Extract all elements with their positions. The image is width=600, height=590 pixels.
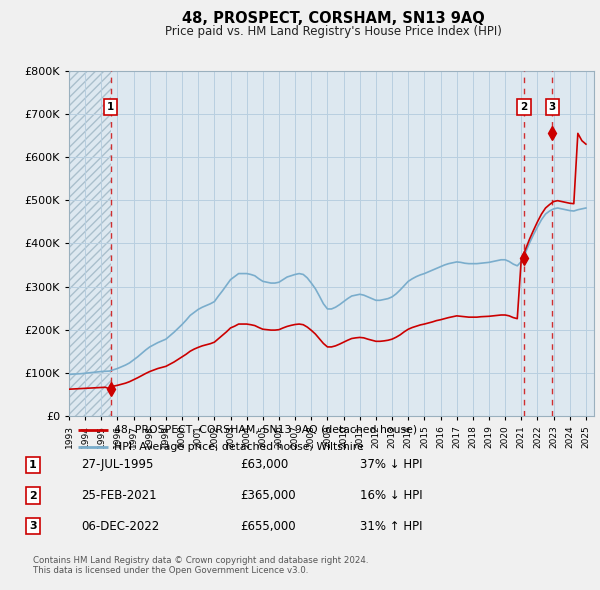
Text: 06-DEC-2022: 06-DEC-2022 [81, 520, 159, 533]
Text: 31% ↑ HPI: 31% ↑ HPI [360, 520, 422, 533]
Text: 2: 2 [29, 491, 37, 500]
Text: Price paid vs. HM Land Registry's House Price Index (HPI): Price paid vs. HM Land Registry's House … [164, 25, 502, 38]
Text: HPI: Average price, detached house, Wiltshire: HPI: Average price, detached house, Wilt… [115, 442, 364, 452]
Text: £655,000: £655,000 [240, 520, 296, 533]
Bar [69, 71, 111, 416]
Text: 37% ↓ HPI: 37% ↓ HPI [360, 458, 422, 471]
Text: 25-FEB-2021: 25-FEB-2021 [81, 489, 157, 502]
Text: 48, PROSPECT, CORSHAM, SN13 9AQ (detached house): 48, PROSPECT, CORSHAM, SN13 9AQ (detache… [115, 425, 418, 435]
Text: £365,000: £365,000 [240, 489, 296, 502]
Text: 48, PROSPECT, CORSHAM, SN13 9AQ: 48, PROSPECT, CORSHAM, SN13 9AQ [182, 11, 484, 25]
Text: Contains HM Land Registry data © Crown copyright and database right 2024.
This d: Contains HM Land Registry data © Crown c… [33, 556, 368, 575]
Text: 3: 3 [548, 102, 556, 112]
Text: 1: 1 [107, 102, 115, 112]
Text: 2: 2 [520, 102, 527, 112]
Text: 16% ↓ HPI: 16% ↓ HPI [360, 489, 422, 502]
Text: 27-JUL-1995: 27-JUL-1995 [81, 458, 154, 471]
Text: 3: 3 [29, 522, 37, 531]
Text: £63,000: £63,000 [240, 458, 288, 471]
Text: 1: 1 [29, 460, 37, 470]
